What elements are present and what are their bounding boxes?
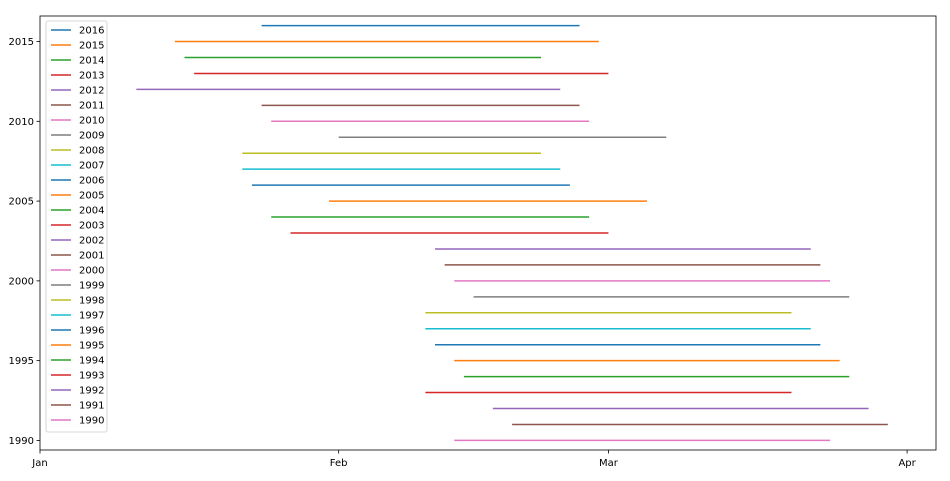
y-tick-label: 2005 <box>9 197 34 208</box>
x-tick-label: Mar <box>599 458 619 469</box>
legend-label-1998: 1998 <box>79 296 104 307</box>
x-tick-label: Jan <box>31 458 47 469</box>
legend-label-1992: 1992 <box>79 386 104 397</box>
legend-label-1990: 1990 <box>79 416 104 427</box>
legend-label-2001: 2001 <box>79 251 104 262</box>
legend-label-2015: 2015 <box>79 41 104 52</box>
legend-label-2006: 2006 <box>79 176 104 187</box>
y-tick-label: 1990 <box>9 436 34 447</box>
x-tick-label: Feb <box>330 458 348 469</box>
legend-label-2000: 2000 <box>79 266 104 277</box>
y-tick-label: 2000 <box>9 276 34 287</box>
y-tick-label: 1995 <box>9 356 34 367</box>
legend-label-1993: 1993 <box>79 371 104 382</box>
legend-label-2005: 2005 <box>79 191 104 202</box>
legend-label-1999: 1999 <box>79 281 104 292</box>
legend-label-2004: 2004 <box>79 206 104 217</box>
y-tick-label: 2010 <box>9 117 34 128</box>
legend-label-1991: 1991 <box>79 401 104 412</box>
y-axis: 1990 1995 2000 2005 2010 2015 <box>9 37 40 447</box>
series-layer <box>136 24 888 442</box>
legend-label-2008: 2008 <box>79 146 104 157</box>
legend-label-2014: 2014 <box>79 56 104 67</box>
legend-label-2013: 2013 <box>79 71 104 82</box>
legend-label-1995: 1995 <box>79 341 104 352</box>
legend-label-2016: 2016 <box>79 26 104 37</box>
x-tick-label: Apr <box>898 458 916 469</box>
legend-label-1996: 1996 <box>79 326 104 337</box>
legend-label-1994: 1994 <box>79 356 104 367</box>
legend-label-2009: 2009 <box>79 131 104 142</box>
legend-label-2011: 2011 <box>79 101 104 112</box>
legend-label-2007: 2007 <box>79 161 104 172</box>
x-axis: Jan Feb Mar Apr <box>31 450 917 469</box>
legend-label-2003: 2003 <box>79 221 104 232</box>
legend-label-1997: 1997 <box>79 311 104 322</box>
legend-label-2010: 2010 <box>79 116 104 127</box>
plot-area-frame <box>39 15 937 451</box>
legend-label-2012: 2012 <box>79 86 104 97</box>
legend-label-2002: 2002 <box>79 236 104 247</box>
legend: 2016 2015 2014 2013 2012 2011 2010 2009 2008 2007… <box>45 20 108 433</box>
y-tick-label: 2015 <box>9 37 34 48</box>
